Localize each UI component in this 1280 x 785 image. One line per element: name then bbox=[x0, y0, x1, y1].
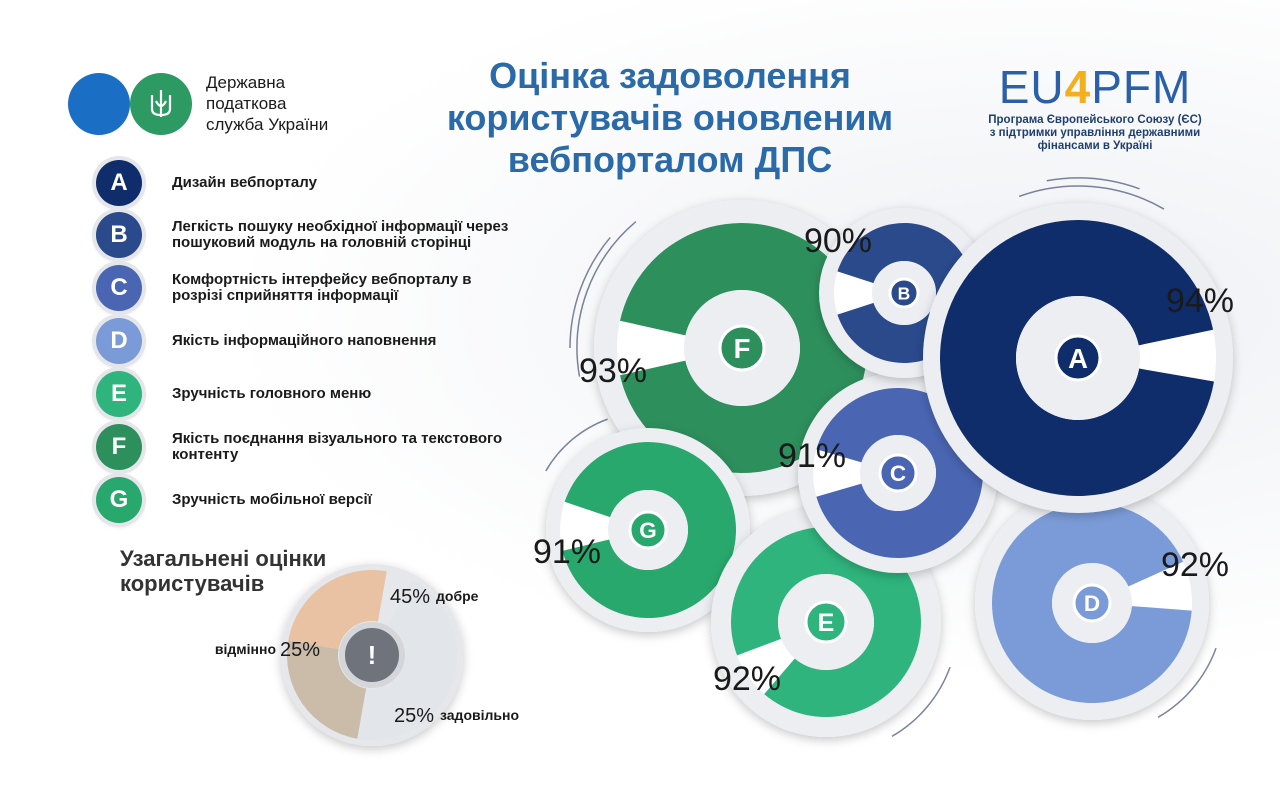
donut-letter: A bbox=[1068, 343, 1088, 374]
donut-g: G 91% bbox=[533, 428, 750, 632]
legend-item: F Якість поєднання візуального та тексто… bbox=[96, 424, 512, 470]
pie-category-label: задовільно bbox=[440, 707, 519, 723]
title-line: Оцінка задоволення bbox=[489, 55, 851, 96]
org-name: Державна податкова служба України bbox=[206, 72, 376, 135]
legend-badge: G bbox=[96, 477, 142, 523]
donut-d: D 92% bbox=[975, 486, 1229, 720]
data-label: 93% bbox=[579, 352, 647, 390]
decorative-arc bbox=[1157, 647, 1217, 718]
donut-letter: B bbox=[898, 283, 911, 303]
program-subtitle-line: з підтримки управління державними bbox=[989, 127, 1201, 139]
donut-letter: D bbox=[1084, 591, 1100, 616]
donut-letter: C bbox=[890, 461, 906, 486]
donut-badge bbox=[718, 324, 766, 372]
program-subtitle: Програма Європейського Союзу (ЄС) з підт… bbox=[960, 114, 1230, 153]
donut-badge bbox=[804, 600, 848, 644]
donut-a: A 94% bbox=[923, 203, 1234, 513]
org-name-line: податкова bbox=[206, 94, 287, 113]
donut-arc bbox=[562, 442, 737, 618]
mark-eu: EU bbox=[998, 61, 1065, 113]
pie-value-label: 45% bbox=[390, 586, 430, 608]
exclamation-icon: ! bbox=[368, 640, 377, 670]
title-line: вебпорталом ДПС bbox=[507, 139, 833, 180]
pie-slice bbox=[357, 579, 457, 740]
donut-badge bbox=[1054, 334, 1102, 382]
decorative-arc bbox=[1046, 177, 1140, 190]
donut-badge bbox=[878, 453, 918, 493]
donut-arc bbox=[620, 223, 867, 473]
legend-badge: F bbox=[96, 424, 142, 470]
legend-text: Дизайн вебпорталу bbox=[172, 174, 317, 191]
decorative-arc bbox=[576, 221, 637, 377]
data-label: 92% bbox=[1161, 546, 1229, 584]
legend-item: D Якість інформаційного наповнення bbox=[96, 318, 512, 364]
dps-logo: Державна податкова служба України bbox=[68, 72, 376, 135]
decorative-arc bbox=[1018, 185, 1165, 210]
pie-slice bbox=[287, 640, 367, 739]
pie-value-label: 25% bbox=[280, 639, 320, 661]
legend-badge: A bbox=[96, 160, 142, 206]
donut-letter: F bbox=[734, 333, 751, 364]
legend-text: Комфортність інтерфейсу вебпорталу в роз… bbox=[172, 271, 472, 304]
legend-text: Зручність головного меню bbox=[172, 385, 372, 402]
legend-item: E Зручність головного меню bbox=[96, 371, 512, 417]
legend-badge: D bbox=[96, 318, 142, 364]
org-name-line: Державна bbox=[206, 73, 286, 92]
donut-badge bbox=[1072, 583, 1112, 623]
eu4pfm-logo: EU4PFM Програма Європейського Союзу (ЄС)… bbox=[960, 62, 1230, 153]
legend-text: Якість поєднання візуального та текстово… bbox=[172, 430, 503, 463]
legend-text: Легкість пошуку необхідної інформації че… bbox=[172, 218, 509, 251]
data-label: 91% bbox=[533, 533, 601, 571]
mark-pfm: PFM bbox=[1091, 61, 1192, 113]
data-label: 92% bbox=[713, 660, 781, 698]
pie-value-label: 25% bbox=[394, 705, 434, 727]
trident-icon bbox=[130, 72, 192, 135]
legend-item: G Зручність мобільної версії bbox=[96, 477, 512, 523]
page-title: Оцінка задоволення користувачів оновлени… bbox=[410, 55, 930, 181]
donut-badge bbox=[888, 277, 920, 309]
donut-letter: E bbox=[818, 609, 835, 637]
legend-text: Зручність мобільної версії bbox=[172, 491, 372, 508]
donut-arc bbox=[940, 219, 1214, 496]
donut-badge bbox=[628, 510, 668, 550]
donut-letter: G bbox=[639, 518, 657, 543]
legend-text: Якість інформаційного наповнення bbox=[172, 332, 437, 349]
mark-four: 4 bbox=[1064, 61, 1092, 113]
program-subtitle-line: фінансами в Україні bbox=[1037, 140, 1153, 152]
org-name-line: служба України bbox=[206, 115, 329, 134]
data-label: 94% bbox=[1166, 282, 1234, 320]
title-line: користувачів оновленим bbox=[446, 97, 894, 138]
summary-title: Узагальнені оцінки користувачів bbox=[120, 546, 327, 596]
data-label: 90% bbox=[804, 222, 872, 260]
decorative-arc bbox=[569, 236, 611, 349]
pie-center bbox=[339, 622, 405, 688]
pie-category-label: добре bbox=[436, 588, 479, 604]
decorative-arc bbox=[545, 418, 608, 472]
legend-item: A Дизайн вебпорталу bbox=[96, 160, 512, 206]
blue-circle-icon bbox=[68, 72, 130, 135]
legend-badge: C bbox=[96, 265, 142, 311]
eu4pfm-mark: EU4PFM bbox=[960, 62, 1230, 112]
donut-arc bbox=[992, 503, 1192, 703]
donut-arc bbox=[731, 527, 921, 717]
legend-item: B Легкість пошуку необхідної інформації … bbox=[96, 212, 512, 258]
data-label: 91% bbox=[778, 437, 846, 475]
legend-badge: E bbox=[96, 371, 142, 417]
pie-slice bbox=[288, 570, 387, 650]
decorative-arc bbox=[891, 666, 951, 737]
program-subtitle-line: Програма Європейського Союзу (ЄС) bbox=[988, 114, 1202, 126]
legend-item: C Комфортність інтерфейсу вебпорталу в р… bbox=[96, 265, 512, 311]
donut-f: F 93% bbox=[579, 200, 890, 496]
legend-badge: B bbox=[96, 212, 142, 258]
pie-category-label: відмінно bbox=[215, 641, 276, 657]
